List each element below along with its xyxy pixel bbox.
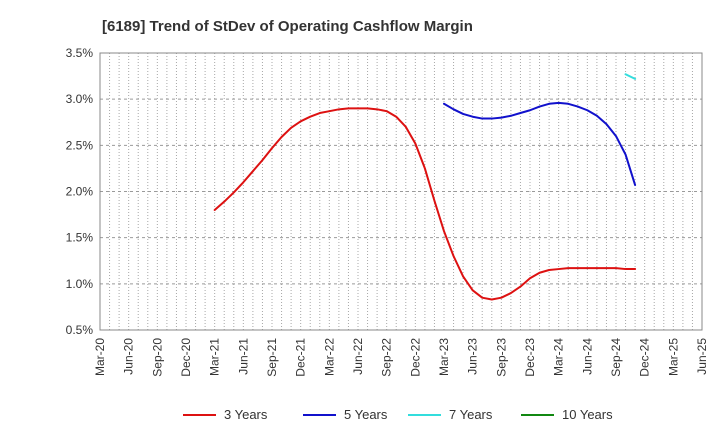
- x-tick-label: Jun-22: [351, 338, 365, 375]
- x-tick-label: Jun-24: [580, 338, 594, 375]
- x-tick-label: Sep-21: [265, 338, 279, 377]
- y-tick-label: 2.0%: [66, 185, 94, 199]
- x-tick-label: Mar-24: [552, 338, 566, 376]
- x-tick-label: Mar-23: [437, 338, 451, 376]
- x-tick-label: Dec-21: [294, 338, 308, 377]
- y-tick-label: 1.5%: [66, 231, 94, 245]
- x-tick-label: Mar-22: [322, 338, 336, 376]
- plot-area-frame: [99, 52, 703, 331]
- x-tick-label: Jun-25: [695, 338, 709, 375]
- x-tick-label: Jun-21: [236, 338, 250, 375]
- series-line-3-years: [213, 107, 637, 301]
- grid-lines: [99, 52, 703, 331]
- legend-label-3-years: 3 Years: [224, 407, 268, 422]
- legend: 3 Years 5 Years 7 Years 10 Years: [183, 407, 613, 422]
- x-tick-label: Dec-23: [523, 338, 537, 377]
- legend-label-5-years: 5 Years: [344, 407, 388, 422]
- series-lines: [213, 73, 637, 301]
- x-tick-label: Sep-20: [150, 338, 164, 377]
- x-tick-label: Jun-20: [122, 338, 136, 375]
- series-line-5-years: [443, 101, 637, 187]
- y-tick-label: 2.5%: [66, 138, 94, 152]
- y-tick-label: 3.0%: [66, 92, 94, 106]
- x-tick-label: Sep-24: [609, 338, 623, 377]
- series-line-7-years: [624, 73, 637, 80]
- x-tick-label: Mar-20: [93, 338, 107, 376]
- x-tick-label: Dec-24: [638, 338, 652, 377]
- legend-label-10-years: 10 Years: [562, 407, 613, 422]
- y-tick-label: 1.0%: [66, 277, 94, 291]
- legend-label-7-years: 7 Years: [449, 407, 493, 422]
- x-tick-label: Dec-22: [408, 338, 422, 377]
- x-tick-label: Mar-25: [666, 338, 680, 376]
- chart-title: [6189] Trend of StDev of Operating Cashf…: [102, 18, 473, 35]
- axes: 0.5% 1.0% 1.5% 2.0% 2.5% 3.0% 3.5% Mar-20 Jun-20…: [66, 46, 709, 377]
- y-tick-label: 0.5%: [66, 323, 94, 337]
- x-tick-label: Dec-20: [179, 338, 193, 377]
- x-tick-label: Sep-22: [380, 338, 394, 377]
- x-tick-label: Sep-23: [494, 338, 508, 377]
- x-tick-label: Mar-21: [208, 338, 222, 376]
- x-tick-label: Jun-23: [466, 338, 480, 375]
- y-tick-label: 3.5%: [66, 46, 94, 60]
